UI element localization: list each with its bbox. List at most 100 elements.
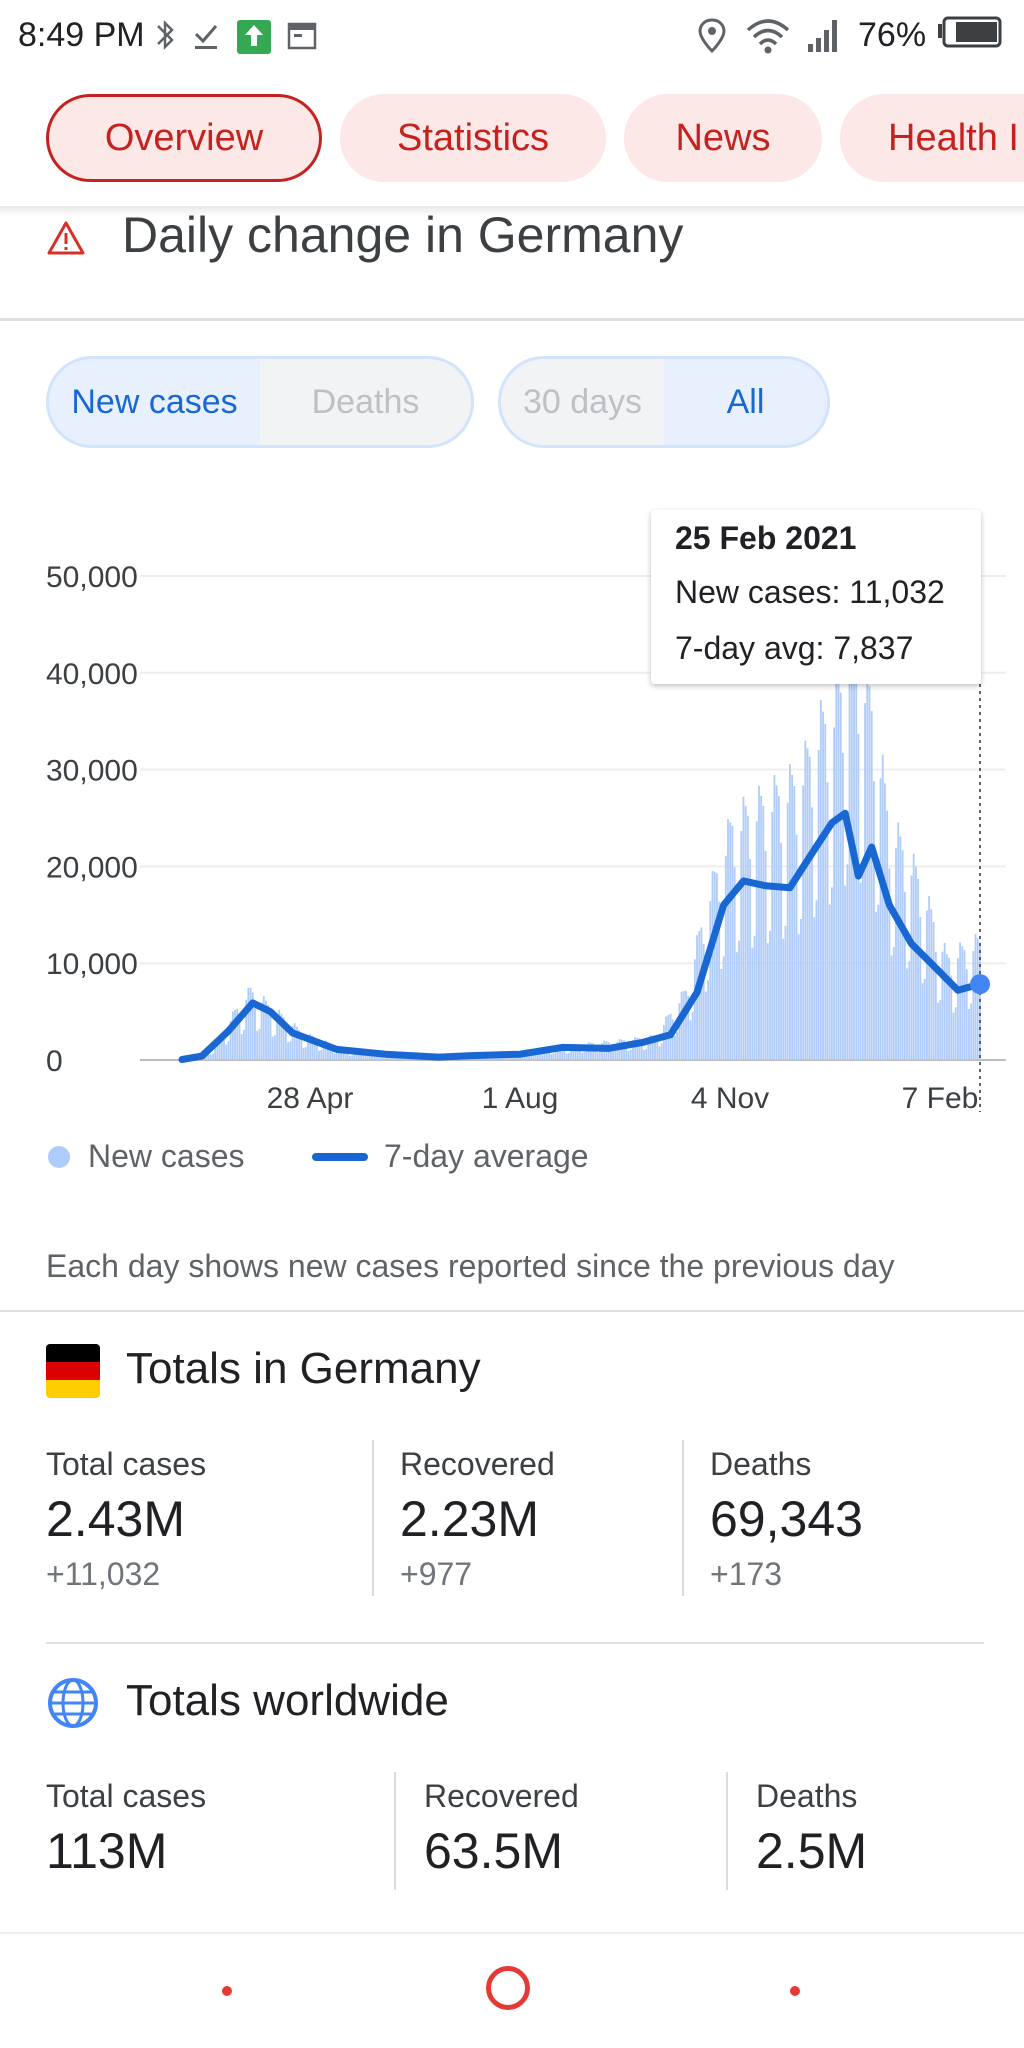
- bar: [488, 1057, 491, 1060]
- bar: [247, 987, 250, 1060]
- bar: [539, 1049, 542, 1060]
- bar: [709, 901, 712, 1060]
- bar: [660, 1043, 663, 1060]
- cases-chart[interactable]: 50,000 40,000 30,000 20,000 10,000 0 28 Apr 1 A…: [0, 500, 1024, 1140]
- bar: [212, 1053, 214, 1060]
- nav-menu-button[interactable]: [222, 1986, 232, 1996]
- bar: [333, 1053, 336, 1060]
- bar: [625, 1043, 628, 1060]
- bar: [784, 925, 787, 1060]
- bar: [956, 958, 959, 1060]
- toggle-30-days[interactable]: 30 days: [522, 382, 643, 421]
- bar: [656, 1038, 659, 1060]
- bar: [227, 1041, 230, 1060]
- bar: [351, 1055, 354, 1060]
- toggle-new-cases[interactable]: New cases: [49, 359, 260, 445]
- bar: [731, 825, 734, 1060]
- bar: [380, 1056, 382, 1060]
- bar: [733, 867, 736, 1060]
- tab-news[interactable]: News: [624, 94, 822, 182]
- world-total-cases-value: 113M: [46, 1823, 168, 1879]
- bar: [658, 1046, 661, 1060]
- bar: [691, 1011, 694, 1060]
- bar: [545, 1047, 548, 1060]
- bar: [764, 850, 767, 1060]
- section-title: Daily change in Germany: [122, 207, 684, 263]
- bar: [868, 686, 871, 1060]
- bar: [857, 733, 860, 1060]
- bar: [273, 1035, 276, 1060]
- bar: [881, 754, 884, 1060]
- x-tick-label: 4 Nov: [691, 1082, 769, 1115]
- toggle-all[interactable]: All: [664, 359, 827, 445]
- bar: [236, 1009, 239, 1060]
- bar: [548, 1049, 550, 1060]
- location-icon: [698, 18, 726, 54]
- bar: [890, 955, 893, 1060]
- bar: [338, 1047, 340, 1060]
- bar: [815, 900, 818, 1060]
- bar: [777, 795, 780, 1060]
- x-tick-label: 28 Apr: [267, 1082, 354, 1115]
- tab-statistics[interactable]: Statistics: [340, 94, 606, 182]
- bar: [892, 946, 895, 1060]
- divider: [0, 318, 1024, 321]
- bar: [740, 830, 743, 1060]
- bar: [727, 819, 729, 1060]
- bar: [791, 775, 794, 1060]
- bar: [762, 805, 765, 1060]
- bar: [877, 904, 880, 1060]
- battery-percent: 76%: [858, 16, 927, 54]
- bar: [289, 1041, 292, 1060]
- bar: [948, 957, 950, 1060]
- bar: [872, 781, 875, 1060]
- toggle-deaths[interactable]: Deaths: [311, 382, 420, 421]
- bar: [636, 1037, 639, 1060]
- bar: [282, 1017, 285, 1060]
- bar: [572, 1043, 575, 1060]
- bar: [819, 699, 822, 1060]
- bar: [808, 756, 811, 1060]
- bar: [254, 1006, 256, 1060]
- bar: [311, 1035, 314, 1060]
- bar: [598, 1051, 601, 1060]
- app-update-icon: [237, 20, 271, 54]
- bar: [304, 1047, 307, 1060]
- bar: [760, 795, 763, 1060]
- bar: [928, 896, 931, 1060]
- bar: [875, 912, 878, 1060]
- nav-home-button[interactable]: [486, 1966, 530, 2010]
- bar: [751, 947, 754, 1060]
- bar: [612, 1051, 614, 1060]
- bar: [919, 916, 922, 1060]
- bar: [315, 1042, 318, 1060]
- de-total-cases-value: 2.43M: [46, 1491, 185, 1547]
- bar: [645, 1048, 648, 1060]
- chart-note: Each day shows new cases reported since …: [46, 1248, 895, 1284]
- bar: [912, 853, 915, 1060]
- y-tick-label: 20,000: [46, 851, 138, 884]
- warning-icon: [47, 221, 85, 255]
- chart-tooltip: 25 Feb 2021 New cases: 11,032 7-day avg:…: [651, 510, 981, 684]
- world-recovered-label: Recovered: [424, 1778, 579, 1814]
- bar: [395, 1057, 398, 1060]
- tab-health[interactable]: Health I: [840, 94, 1024, 182]
- bar: [795, 834, 798, 1060]
- bar: [220, 1033, 223, 1060]
- stat-separator: [726, 1772, 728, 1890]
- bar: [724, 855, 727, 1060]
- stat-separator: [372, 1440, 374, 1596]
- bar: [519, 1055, 522, 1060]
- tab-overview[interactable]: Overview: [46, 94, 322, 182]
- bar: [782, 938, 785, 1060]
- bar: [926, 910, 928, 1060]
- x-tick-label: 7 Feb: [902, 1082, 979, 1115]
- bar: [884, 783, 886, 1060]
- bar: [309, 1033, 312, 1060]
- bar: [300, 1036, 303, 1060]
- bar: [671, 1019, 674, 1060]
- nav-back-button[interactable]: [790, 1986, 800, 1996]
- bar: [260, 1002, 263, 1060]
- bar: [638, 1038, 641, 1060]
- bar: [536, 1054, 539, 1060]
